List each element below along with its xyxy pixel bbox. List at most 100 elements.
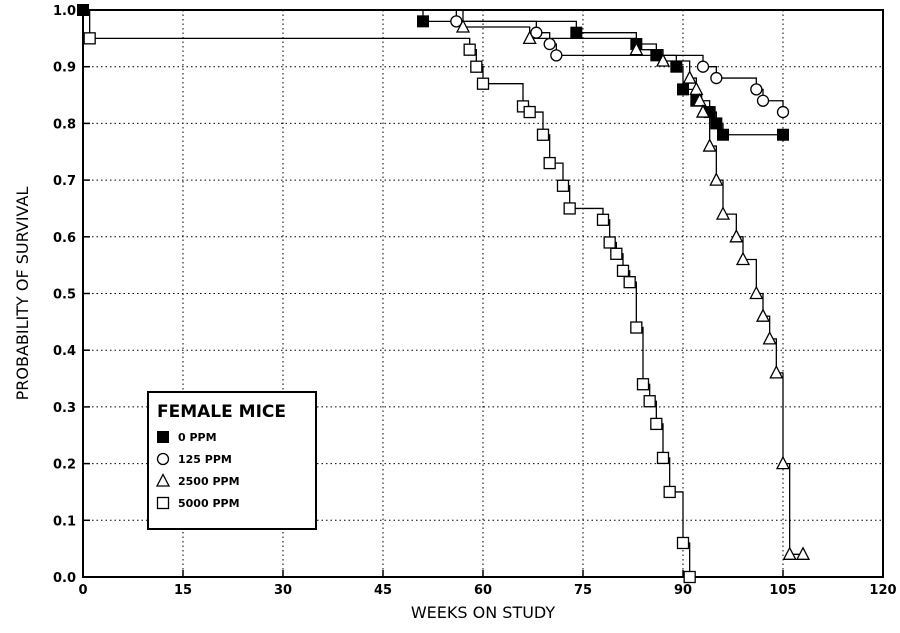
x-tick-label: 15 — [174, 583, 192, 598]
data-point — [782, 546, 797, 560]
data-point — [655, 53, 671, 67]
data-point — [729, 228, 744, 243]
data-point — [695, 104, 711, 118]
data-point — [523, 105, 536, 119]
y-tick-label: 0.0 — [53, 571, 76, 586]
data-point — [670, 60, 683, 73]
y-tick-label: 0.9 — [53, 61, 76, 76]
legend-items: 0 PPM 125 PPM 2500 PPM 5000 PPM — [155, 431, 240, 510]
legend-item: 2500 PPM — [155, 473, 240, 488]
y-tick-label: 0.5 — [53, 288, 76, 303]
data-point — [775, 455, 791, 470]
data-point — [476, 77, 490, 90]
data-point — [463, 43, 476, 56]
x-tick-label: 0 — [78, 583, 87, 598]
legend-label: 0 PPM — [178, 431, 217, 444]
data-point — [762, 330, 777, 345]
data-point — [623, 276, 636, 289]
series-0-ppm — [77, 4, 789, 141]
legend-marker — [156, 496, 170, 510]
data-point — [650, 417, 663, 431]
data-point — [749, 285, 764, 300]
legend-item: 0 PPM — [157, 431, 217, 444]
data-point — [682, 70, 697, 84]
data-point — [755, 308, 771, 322]
data-point — [550, 49, 563, 62]
data-point — [470, 60, 483, 73]
data-point — [629, 41, 644, 56]
legend-marker — [157, 431, 169, 443]
data-point — [710, 117, 723, 130]
data-point — [616, 264, 630, 277]
legend-marker — [155, 473, 171, 487]
data-point — [636, 378, 650, 391]
data-point — [735, 251, 751, 266]
x-axis-title: WEEKS ON STUDY — [411, 603, 556, 622]
data-point — [596, 213, 610, 226]
data-point — [683, 570, 696, 584]
data-point — [750, 83, 763, 96]
data-point — [610, 247, 623, 260]
data-point — [563, 202, 576, 215]
data-point — [702, 138, 717, 152]
data-point — [556, 179, 570, 192]
x-tick-label: 120 — [869, 583, 896, 598]
data-point — [603, 236, 616, 249]
series-layer — [77, 4, 811, 584]
x-axis: 0 15 30 45 60 75 90 105 120 — [78, 570, 897, 598]
data-point — [692, 92, 707, 107]
y-tick-label: 1.0 — [53, 4, 76, 19]
x-tick-label: 75 — [574, 583, 592, 598]
legend-label: 2500 PPM — [178, 475, 240, 488]
series-line — [83, 9, 784, 113]
y-tick-label: 0.3 — [53, 401, 76, 416]
legend-title: FEMALE MICE — [157, 402, 286, 422]
data-point — [643, 395, 656, 408]
legend-box — [147, 391, 317, 530]
data-point — [710, 71, 723, 85]
legend-label: 125 PPM — [178, 453, 232, 466]
legend-item: 5000 PPM — [156, 496, 240, 510]
data-point — [677, 83, 689, 96]
grid — [83, 10, 883, 577]
data-point — [543, 37, 556, 51]
data-point — [769, 364, 784, 379]
x-tick-label: 90 — [674, 583, 692, 598]
data-point — [696, 60, 710, 73]
x-tick-label: 30 — [274, 583, 292, 598]
y-tick-label: 0.8 — [53, 117, 76, 132]
y-axis-title: PROBABILITY OF SURVIVAL — [13, 187, 32, 401]
series-2500-ppm — [83, 9, 811, 560]
data-point — [795, 546, 811, 560]
data-point — [717, 128, 729, 141]
y-tick-label: 0.2 — [53, 458, 76, 473]
data-point — [709, 172, 724, 186]
series-125-ppm — [83, 9, 790, 119]
data-point — [656, 451, 670, 465]
data-point — [450, 15, 463, 28]
data-point — [756, 94, 770, 107]
data-point — [630, 321, 643, 334]
data-point — [570, 26, 583, 39]
legend: FEMALE MICE 0 PPM 125 PPM 2500 PPM 5000 PPM — [147, 391, 317, 530]
data-point — [455, 19, 471, 33]
data-point — [777, 128, 789, 141]
data-point — [776, 105, 790, 119]
y-axis: 0.0 0.1 0.2 0.3 0.4 0.5 0.6 0.7 0.8 0.9 1.0 — [53, 4, 90, 586]
data-point — [676, 536, 690, 550]
data-point — [663, 485, 676, 499]
y-tick-label: 0.1 — [53, 514, 76, 529]
x-tick-label: 45 — [374, 583, 392, 598]
legend-marker — [156, 452, 170, 466]
data-point — [83, 32, 96, 45]
x-tick-label: 60 — [474, 583, 492, 598]
data-point — [522, 30, 537, 44]
data-point — [689, 81, 704, 96]
y-tick-label: 0.4 — [53, 344, 76, 359]
legend-item: 125 PPM — [156, 452, 232, 466]
legend-label: 5000 PPM — [178, 497, 240, 510]
x-tick-label: 105 — [769, 583, 796, 598]
series-5000-ppm — [83, 9, 696, 584]
y-tick-label: 0.7 — [53, 174, 76, 189]
